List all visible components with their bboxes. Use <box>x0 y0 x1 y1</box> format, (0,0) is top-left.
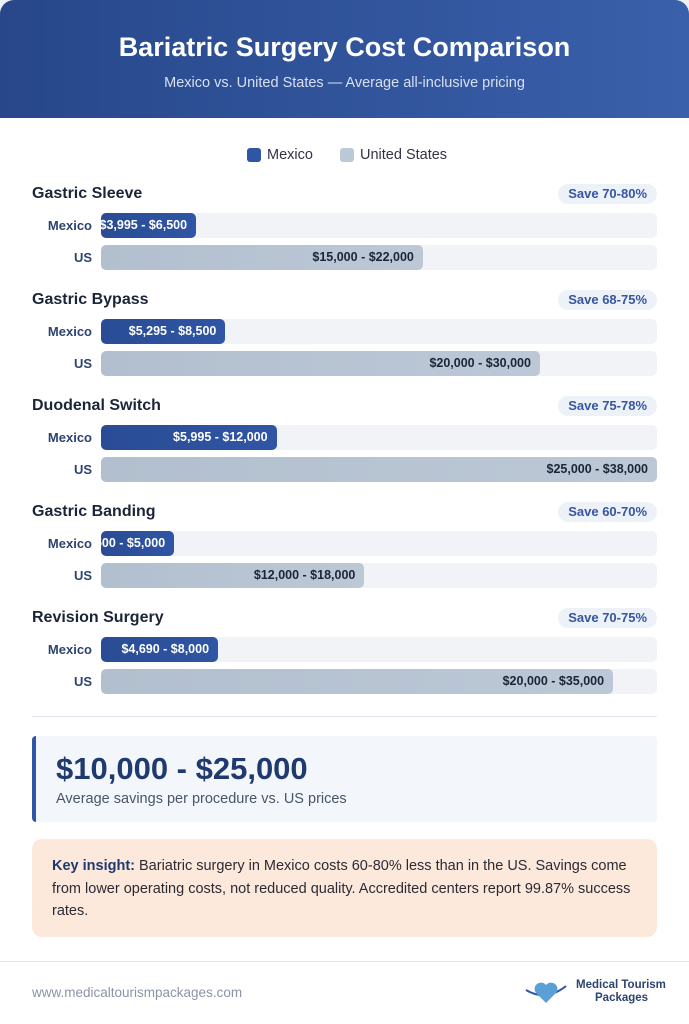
row-label: US <box>73 674 92 689</box>
value-label: $5,295 - $8,500 <box>128 324 217 338</box>
bar: $3,995 - $6,500 <box>101 213 197 238</box>
chart-title: Bariatric Surgery Cost Comparison <box>118 32 571 62</box>
logo-icon <box>525 982 567 1003</box>
category-label: Gastric Bypass <box>32 291 149 308</box>
category-label: Gastric Banding <box>32 503 156 520</box>
legend-swatch <box>247 148 261 162</box>
bar: $15,000 - $22,000 <box>101 245 423 270</box>
value-label: $20,000 - $35,000 <box>502 674 605 688</box>
savings-badge: Save 68-75% <box>558 290 657 310</box>
logo-line1: Medical Tourism <box>576 979 666 991</box>
row-label: Mexico <box>47 536 92 551</box>
row-label: US <box>73 250 92 265</box>
savings-badge: Save 70-75% <box>558 608 657 628</box>
value-label: $5,995 - $12,000 <box>173 430 268 444</box>
header: Bariatric Surgery Cost Comparison Mexico… <box>0 0 689 118</box>
savings-badge: Save 70-80% <box>558 184 657 204</box>
insight-box: Key insight: Bariatric surgery in Mexico… <box>32 839 657 937</box>
bar: $3,500 - $5,000 <box>101 531 175 556</box>
bar-track: $3,500 - $5,000 <box>101 531 657 556</box>
value-label: $15,000 - $22,000 <box>312 250 414 264</box>
row-label: Mexico <box>47 642 92 657</box>
value-label: $3,500 - $5,000 <box>101 536 166 550</box>
legend-label: United States <box>360 147 448 163</box>
category-label: Duodenal Switch <box>32 397 161 414</box>
bar: $5,295 - $8,500 <box>101 319 226 344</box>
bar: $20,000 - $30,000 <box>101 351 540 376</box>
bar: $12,000 - $18,000 <box>101 563 365 588</box>
row-label: US <box>73 462 92 477</box>
footer-url: www.medicaltourismpackages.com <box>32 985 243 1000</box>
row-label: US <box>73 568 92 583</box>
chart-subtitle: Mexico vs. United States — Average all-i… <box>164 75 525 91</box>
row-label: Mexico <box>47 218 92 233</box>
divider <box>32 716 657 717</box>
insight-label: Key insight: <box>52 858 135 874</box>
bar-track: $5,295 - $8,500 <box>101 319 657 344</box>
bar-track: $25,000 - $38,000 <box>101 457 657 482</box>
row-label: US <box>73 356 92 371</box>
value-label: $25,000 - $38,000 <box>546 462 648 476</box>
category-label: Revision Surgery <box>32 609 164 626</box>
value-label: $3,995 - $6,500 <box>101 218 188 232</box>
footer-divider <box>0 961 689 962</box>
bar-track: $20,000 - $30,000 <box>101 351 657 376</box>
legend-swatch <box>340 148 354 162</box>
bar-track: $5,995 - $12,000 <box>101 425 657 450</box>
bar: $25,000 - $38,000 <box>101 457 657 482</box>
legend-label: Mexico <box>267 147 313 163</box>
row-label: Mexico <box>47 430 92 445</box>
row-label: Mexico <box>47 324 92 339</box>
value-label: $4,690 - $8,000 <box>121 642 210 656</box>
insight-text: Bariatric surgery in Mexico costs 60-80%… <box>52 858 631 919</box>
bar-track: $12,000 - $18,000 <box>101 563 657 588</box>
logo-line2: Packages <box>595 992 649 1004</box>
bar-track: $4,690 - $8,000 <box>101 637 657 662</box>
summary-box: $10,000 - $25,000 Average savings per pr… <box>32 736 657 822</box>
value-label: $20,000 - $30,000 <box>429 356 531 370</box>
value-label: $12,000 - $18,000 <box>253 568 356 582</box>
category-label: Gastric Sleeve <box>32 185 143 202</box>
bar: $4,690 - $8,000 <box>101 637 219 662</box>
bar-track: $20,000 - $35,000 <box>101 669 657 694</box>
bar-track: $15,000 - $22,000 <box>101 245 657 270</box>
summary-caption: Average savings per procedure vs. US pri… <box>56 791 347 807</box>
summary-value: $10,000 - $25,000 <box>56 751 308 786</box>
bar-track: $3,995 - $6,500 <box>101 213 657 238</box>
bar: $5,995 - $12,000 <box>101 425 277 450</box>
savings-badge: Save 75-78% <box>558 396 657 416</box>
bar: $20,000 - $35,000 <box>101 669 614 694</box>
savings-badge: Save 60-70% <box>558 502 657 522</box>
